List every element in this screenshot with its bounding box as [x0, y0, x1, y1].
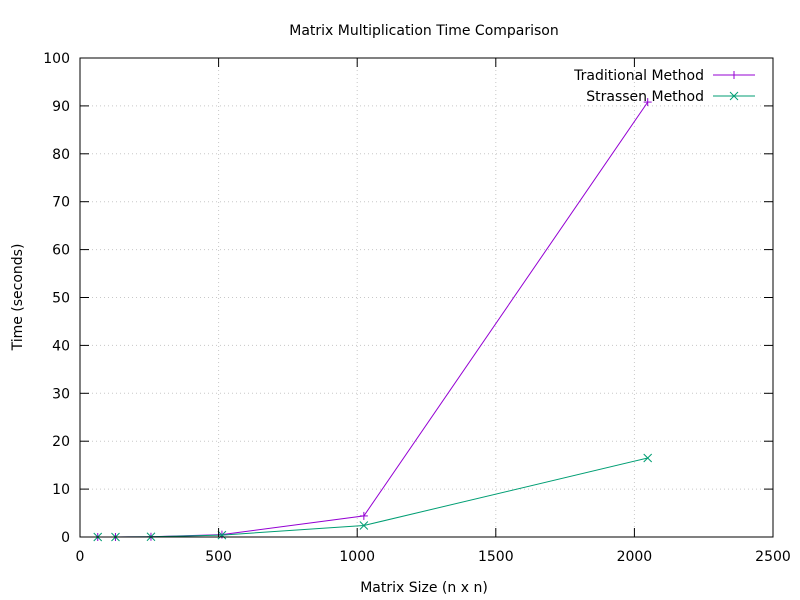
y-tick-label: 20: [52, 434, 70, 450]
x-tick-label: 1000: [339, 549, 375, 565]
legend-entry-strassen-method: Strassen Method: [586, 89, 755, 105]
data-point-strassen-method: [643, 453, 653, 463]
data-point-strassen-method: [359, 521, 369, 530]
x-tick-label: 1500: [478, 549, 514, 565]
legend-label: Traditional Method: [573, 68, 704, 84]
y-tick-label: 80: [52, 147, 70, 163]
grid: [80, 58, 773, 537]
data-point-strassen-method: [217, 530, 227, 540]
plot-frame: [79, 57, 774, 538]
chart-title: Matrix Multiplication Time Comparison: [289, 23, 559, 39]
legend-marker: [730, 71, 738, 79]
y-tick-label: 0: [61, 530, 70, 546]
legend-entry-traditional-method: Traditional Method: [573, 68, 755, 84]
data-point-traditional-method: [643, 98, 652, 107]
y-axis-title: Time (seconds): [10, 244, 26, 352]
legend-marker: [729, 91, 739, 101]
y-tick-label: 40: [52, 338, 70, 354]
x-tick-label: 2500: [755, 549, 791, 565]
series-strassen-method: [93, 453, 653, 542]
x-tick-label: 0: [76, 549, 85, 565]
x-tick-label: 2000: [617, 549, 653, 565]
x-axis-title: Matrix Size (n x n): [360, 580, 488, 596]
y-tick-label: 90: [52, 99, 70, 115]
y-tick-label: 70: [52, 195, 70, 211]
series-traditional-method: [93, 98, 652, 541]
series-line-strassen-method: [97, 457, 648, 538]
y-tick-label: 100: [43, 51, 70, 67]
legend: Traditional Method Strassen Method: [573, 68, 755, 105]
y-tick-label: 30: [52, 386, 70, 402]
data-point-traditional-method: [359, 511, 368, 520]
series-layer: [93, 98, 653, 542]
legend-label: Strassen Method: [586, 89, 704, 105]
y-tick-label: 60: [52, 243, 70, 259]
y-tick-label: 10: [52, 482, 70, 498]
x-tick-label: 500: [205, 549, 232, 565]
series-line-traditional-method: [97, 101, 649, 538]
y-tick-label: 50: [52, 291, 70, 307]
